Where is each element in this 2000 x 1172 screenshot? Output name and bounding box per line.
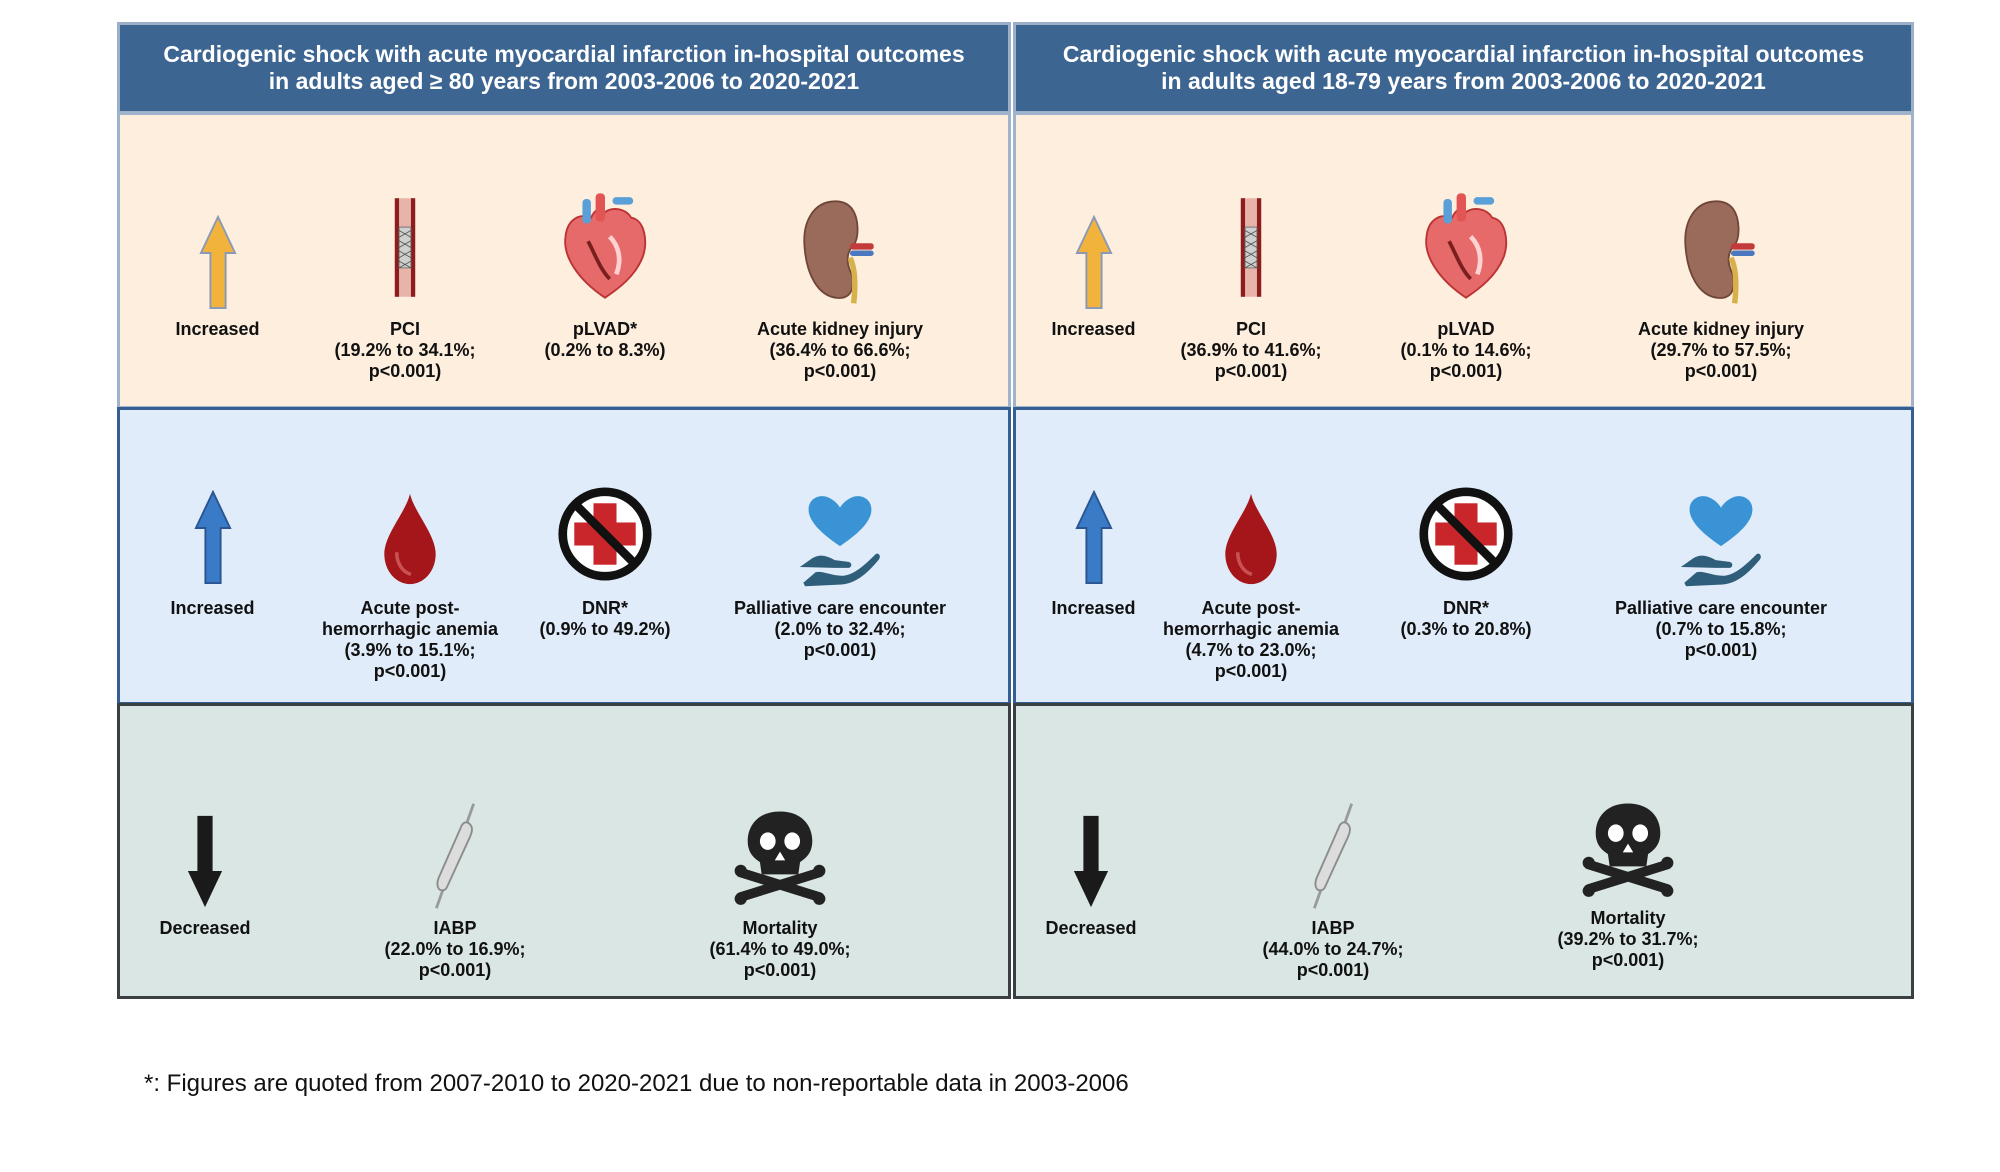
pci-label: PCI (19.2% to 34.1%; p<0.001) [334,319,476,381]
hand-heart-icon [1676,492,1766,588]
right-row-2: Increased Acute post- hemorrhagic anemia… [1013,407,1914,705]
left-dnr: DNR* (0.9% to 49.2%) [505,410,705,708]
left-plvad: pLVAD* (0.2% to 8.3%) [505,115,705,412]
no-medical-icon [1418,486,1514,582]
blood-drop-icon [1220,490,1282,588]
left-iabp: IABP (22.0% to 16.9%; p<0.001) [355,706,555,1002]
right-palliative: Palliative care encounter (0.7% to 15.8%… [1591,410,1851,708]
direction-label: Decreased [159,918,251,938]
left-row-1: Increased PCI (19.2% to 34.1%; p<0.001) … [117,112,1011,409]
heart-icon [558,187,652,305]
palliative-label: Palliative care encounter (0.7% to 15.8%… [1614,598,1828,660]
balloon-catheter-icon [1305,800,1361,912]
left-row3-direction: Decreased [120,706,290,1002]
stent-icon [388,185,422,310]
arrow-down-icon [185,814,225,909]
skull-crossbones-icon [732,806,828,906]
anemia-label: Acute post- hemorrhagic anemia (4.7% to … [1162,598,1340,681]
direction-label: Increased [170,598,255,618]
right-dnr: DNR* (0.3% to 20.8%) [1366,410,1566,708]
left-pci: PCI (19.2% to 34.1%; p<0.001) [315,115,495,412]
pci-label: PCI (36.9% to 41.6%; p<0.001) [1180,319,1322,381]
direction-label: Increased [175,319,260,339]
left-row-2: Increased Acute post- hemorrhagic anemia… [117,407,1011,705]
dnr-label: DNR* (0.9% to 49.2%) [539,598,671,639]
left-row1-direction: Increased [120,115,315,412]
direction-label: Increased [1051,598,1136,618]
mortality-label: Mortality (61.4% to 49.0%; p<0.001) [709,918,851,980]
left-row-3: Decreased IABP (22.0% to 16.9%; p<0.001)… [117,703,1011,999]
direction-label: Increased [1051,319,1136,339]
left-header-title: Cardiogenic shock with acute myocardial … [163,41,965,94]
plvad-label: pLVAD* (0.2% to 8.3%) [544,319,666,360]
kidney-icon [1680,193,1762,308]
heart-icon [1419,187,1513,305]
arrow-up-icon [1074,490,1114,585]
left-header: Cardiogenic shock with acute myocardial … [117,22,1011,114]
arrow-up-icon [193,490,233,585]
stent-icon [1234,185,1268,310]
blood-drop-icon [379,490,441,588]
right-row1-direction: Increased [1016,115,1171,412]
right-row-3: Decreased IABP (44.0% to 24.7%; p<0.001)… [1013,703,1914,999]
right-mortality: Mortality (39.2% to 31.7%; p<0.001) [1508,706,1748,1002]
right-aki: Acute kidney injury (29.7% to 57.5%; p<0… [1601,115,1841,412]
balloon-catheter-icon [427,800,483,912]
no-medical-icon [557,486,653,582]
left-anemia: Acute post- hemorrhagic anemia (3.9% to … [300,410,520,708]
skull-crossbones-icon [1580,798,1676,898]
palliative-label: Palliative care encounter (2.0% to 32.4%… [733,598,947,660]
right-row3-direction: Decreased [1016,706,1166,1002]
right-row-1: Increased PCI (36.9% to 41.6%; p<0.001) … [1013,112,1914,409]
left-palliative: Palliative care encounter (2.0% to 32.4%… [710,410,970,708]
aki-label: Acute kidney injury (29.7% to 57.5%; p<0… [1637,319,1805,381]
kidney-icon [799,193,881,308]
arrow-up-icon [1074,215,1114,310]
iabp-label: IABP (44.0% to 24.7%; p<0.001) [1262,918,1404,980]
right-header: Cardiogenic shock with acute myocardial … [1013,22,1914,114]
left-mortality: Mortality (61.4% to 49.0%; p<0.001) [660,706,900,1002]
hand-heart-icon [795,492,885,588]
left-row2-direction: Increased [120,410,305,708]
footnote: *: Figures are quoted from 2007-2010 to … [144,1070,1129,1097]
anemia-label: Acute post- hemorrhagic anemia (3.9% to … [321,598,499,681]
plvad-label: pLVAD (0.1% to 14.6%; p<0.001) [1400,319,1532,381]
right-plvad: pLVAD (0.1% to 14.6%; p<0.001) [1366,115,1566,412]
right-pci: PCI (36.9% to 41.6%; p<0.001) [1151,115,1351,412]
right-anemia: Acute post- hemorrhagic anemia (4.7% to … [1141,410,1361,708]
aki-label: Acute kidney injury (36.4% to 66.6%; p<0… [756,319,924,381]
right-row2-direction: Increased [1016,410,1171,708]
arrow-down-icon [1071,814,1111,909]
direction-label: Decreased [1045,918,1137,938]
right-header-title: Cardiogenic shock with acute myocardial … [1062,41,1865,94]
arrow-up-icon [198,215,238,310]
dnr-label: DNR* (0.3% to 20.8%) [1400,598,1532,639]
mortality-label: Mortality (39.2% to 31.7%; p<0.001) [1557,908,1699,970]
right-iabp: IABP (44.0% to 24.7%; p<0.001) [1233,706,1433,1002]
left-aki: Acute kidney injury (36.4% to 66.6%; p<0… [720,115,960,412]
iabp-label: IABP (22.0% to 16.9%; p<0.001) [384,918,526,980]
